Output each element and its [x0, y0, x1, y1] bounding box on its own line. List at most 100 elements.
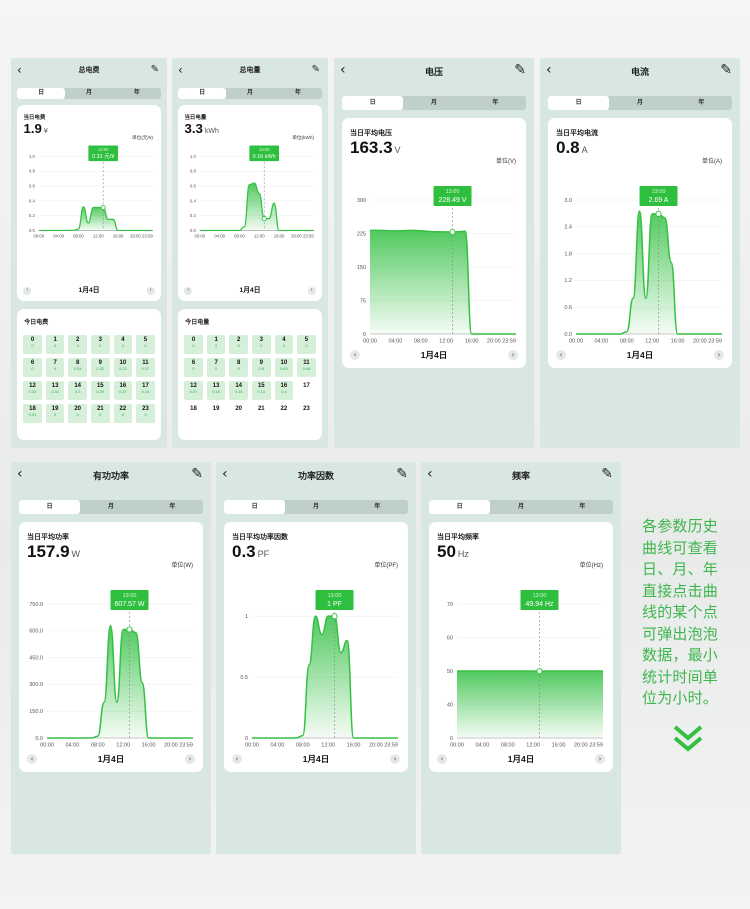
- prev-day-button[interactable]: ‹: [556, 350, 566, 360]
- hour-cell[interactable]: 9 0.6: [251, 358, 271, 378]
- tab-month[interactable]: 月: [430, 100, 437, 106]
- tab-day[interactable]: 日: [429, 500, 491, 514]
- hour-cell[interactable]: 8 0.54: [68, 358, 87, 378]
- next-day-button[interactable]: ›: [714, 350, 724, 360]
- hour-cell[interactable]: 10 0.23: [113, 358, 133, 378]
- tab-month[interactable]: 月: [107, 504, 114, 510]
- back-arrow-icon[interactable]: ‹: [17, 466, 23, 482]
- hour-cell[interactable]: 22 0: [113, 404, 133, 424]
- hour-cell[interactable]: 15 0.14: [251, 381, 271, 401]
- tab-year[interactable]: 年: [294, 90, 301, 97]
- hour-cell[interactable]: 12 0.32: [23, 381, 42, 401]
- back-arrow-icon[interactable]: ‹: [340, 62, 346, 78]
- hour-cell[interactable]: 20: [229, 404, 248, 423]
- hour-cell[interactable]: 14 0.15: [229, 381, 248, 401]
- tab-day[interactable]: 日: [342, 96, 404, 110]
- edit-icon[interactable]: ✎: [311, 64, 320, 75]
- back-arrow-icon[interactable]: ‹: [546, 62, 552, 78]
- tab-month[interactable]: 月: [517, 504, 524, 510]
- hour-cell[interactable]: 23 0: [136, 404, 155, 424]
- hour-cell[interactable]: 16 0.4: [274, 381, 294, 401]
- tab-day[interactable]: 日: [178, 88, 227, 99]
- hour-cell[interactable]: 22: [275, 404, 294, 423]
- hour-cell[interactable]: 17 0.15: [136, 381, 155, 401]
- hour-label: 5: [143, 337, 148, 344]
- tab-year[interactable]: 年: [169, 504, 176, 510]
- hour-cell[interactable]: 11 0.66: [297, 358, 316, 378]
- hour-value: 0: [76, 343, 79, 349]
- hour-cell[interactable]: 19: [207, 404, 226, 423]
- next-day-button[interactable]: ›: [595, 754, 605, 764]
- hour-cell[interactable]: 23: [297, 404, 316, 423]
- next-day-button[interactable]: ›: [307, 287, 316, 295]
- hour-cell[interactable]: 18: [184, 404, 203, 423]
- back-arrow-icon[interactable]: ‹: [427, 466, 433, 482]
- hour-cell[interactable]: 14 0.3: [68, 381, 87, 401]
- tab-day[interactable]: 日: [19, 500, 81, 514]
- prev-day-button[interactable]: ‹: [350, 350, 360, 360]
- next-day-button[interactable]: ›: [390, 754, 400, 764]
- back-arrow-icon[interactable]: ‹: [222, 466, 228, 482]
- edit-icon[interactable]: ✎: [720, 62, 732, 78]
- hour-cell[interactable]: 9 0.32: [90, 358, 110, 378]
- back-arrow-icon[interactable]: ‹: [178, 63, 183, 77]
- hour-cell[interactable]: 13 0.16: [206, 381, 226, 401]
- edit-icon[interactable]: ✎: [396, 466, 408, 482]
- hour-cell[interactable]: 13 0.31: [45, 381, 65, 401]
- tab-year[interactable]: 年: [698, 100, 705, 106]
- tab-day[interactable]: 日: [17, 88, 66, 99]
- hour-cell[interactable]: 18 0.01: [23, 404, 42, 424]
- hour-cell[interactable]: 20 0: [68, 404, 87, 424]
- tab-day[interactable]: 日: [224, 500, 286, 514]
- hour-cell[interactable]: 11 0.07: [136, 358, 155, 378]
- next-day-button[interactable]: ›: [146, 287, 155, 295]
- tab-month[interactable]: 月: [246, 90, 253, 97]
- tab-month[interactable]: 月: [85, 90, 92, 97]
- edit-icon[interactable]: ✎: [601, 466, 613, 482]
- hour-cell[interactable]: 21 0: [90, 404, 110, 424]
- tab-year[interactable]: 年: [374, 504, 381, 510]
- back-arrow-icon[interactable]: ‹: [17, 63, 22, 77]
- next-day-button[interactable]: ›: [185, 754, 195, 764]
- hour-label: 12: [190, 383, 197, 390]
- hour-cell[interactable]: 12 0.57: [184, 381, 203, 401]
- tab-year[interactable]: 年: [492, 100, 499, 106]
- hour-cell[interactable]: 15 0.29: [90, 381, 110, 401]
- edit-icon[interactable]: ✎: [514, 62, 526, 78]
- tab-month[interactable]: 月: [312, 504, 319, 510]
- prev-day-button[interactable]: ‹: [27, 754, 37, 764]
- prev-day-button[interactable]: ‹: [437, 754, 447, 764]
- hour-cell[interactable]: 21: [252, 404, 271, 423]
- prev-day-button[interactable]: ‹: [23, 287, 32, 295]
- tab-day[interactable]: 日: [548, 96, 610, 110]
- edit-icon[interactable]: ✎: [191, 466, 203, 482]
- hour-cell[interactable]: 10 0.63: [274, 358, 294, 378]
- hour-cell[interactable]: 16 0.37: [113, 381, 133, 401]
- hour-cell[interactable]: 19 0: [45, 404, 65, 424]
- edit-icon[interactable]: ✎: [150, 64, 159, 75]
- tab-month[interactable]: 月: [636, 100, 643, 106]
- prev-day-button[interactable]: ‹: [232, 754, 242, 764]
- prev-day-button[interactable]: ‹: [184, 287, 193, 295]
- hour-cell[interactable]: 17: [297, 381, 316, 400]
- next-day-button[interactable]: ›: [508, 350, 518, 360]
- tab-year[interactable]: 年: [579, 504, 586, 510]
- tab-year[interactable]: 年: [133, 90, 140, 97]
